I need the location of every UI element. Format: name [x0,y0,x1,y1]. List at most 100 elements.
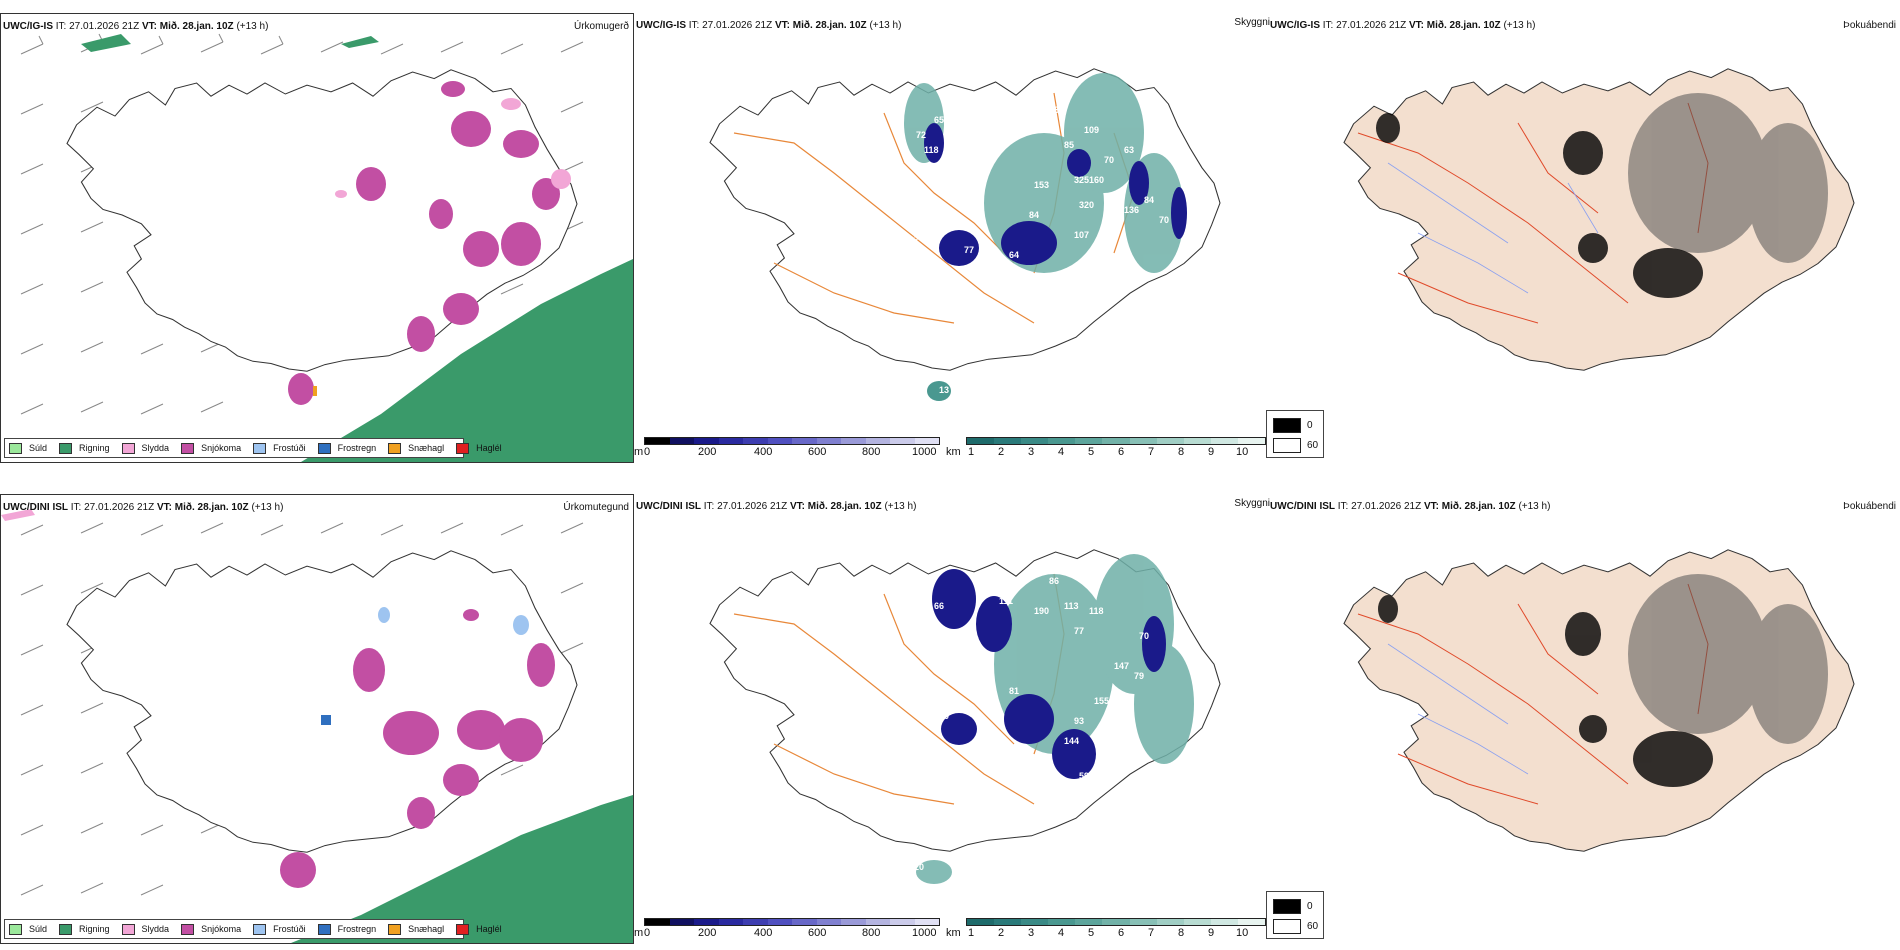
colorbar-segment [694,438,719,444]
colorbar-segment [1075,438,1103,444]
visibility-value: 93 [1074,716,1084,726]
ceiling-colorbar [644,918,940,926]
visibility-tick: 5 [1088,927,1095,939]
ceiling-tick: 600 [808,927,827,939]
fog-swatch [1273,418,1301,433]
visibility-value: 160 [1089,175,1104,185]
ceiling-colorbar-row1: m 0 200 400 600 800 1000 [634,437,944,461]
visibility-tick: 2 [998,446,1005,458]
colorbar-segment [1183,438,1211,444]
ceiling-tick: 600 [808,446,827,458]
legend-item: Frostúði [253,442,306,454]
precip-panel-row1: UWC/IG-IS IT: 27.01.2026 21Z VT: Mið. 28… [0,13,634,463]
visibility-value: 153 [1034,180,1049,190]
colorbar-segment [1102,919,1130,925]
fog-map-row1 [1343,68,1855,371]
snow-areas [280,609,555,888]
visibility-value: 102 [1064,290,1079,300]
fog-map-row2 [1343,549,1855,852]
colorbar-segment [645,438,670,444]
snow-areas [288,81,560,405]
visibility-value: 117 [949,140,964,150]
visibility-tick: 3 [1028,446,1035,458]
fog-label-row1: Þokuábendi [1843,20,1896,31]
colorbar-segment [914,919,939,925]
visibility-unit: km [946,927,961,939]
colorbar-segment [1129,438,1157,444]
visibility-value: 65 [934,115,944,125]
visibility-value: 56 [1039,320,1049,330]
colorbar-segment [1021,438,1049,444]
legend-item: Súld [9,923,47,935]
visibility-value: 144 [1064,736,1079,746]
visibility-value: 78 [1114,756,1124,766]
visibility-value: 77 [964,245,974,255]
legend-item: Slydda [121,923,169,935]
precip-legend-row2: Súld Rigning Slydda Snjókoma Frostúði Fr… [4,919,502,939]
legend-item: Frostregn [317,923,376,935]
legend-swatch [317,923,331,935]
ceiling-tick: 800 [862,446,881,458]
ceiling-tick: 1000 [912,927,937,939]
legend-item: Haglél [456,442,502,454]
visibility-value: 20 [914,862,924,872]
legend-swatch [181,923,195,935]
legend-swatch [121,442,135,454]
ceiling-tick: 400 [754,927,773,939]
ceiling-tick: 0 [644,446,651,458]
legend-item: Snæhagl [388,442,444,454]
visibility-value: 86 [1049,576,1059,586]
legend-swatch [388,442,402,454]
legend-swatch [456,923,470,935]
visibility-value: 155 [1094,696,1109,706]
precip-title-row2: UWC/DINI ISL IT: 27.01.2026 21Z VT: Mið.… [3,502,284,513]
visibility-value: 187 [1104,205,1119,215]
rain-area [301,259,633,462]
fog-swatch [1273,438,1301,453]
fog-legend-row1: 0 60 [1266,410,1324,458]
visibility-tick: 9 [1208,446,1215,458]
legend-item: Snjókoma [181,923,241,935]
legend-item: Rigning [59,442,110,454]
visibility-value: 147 [1114,661,1129,671]
colorbar-segment [841,919,866,925]
colorbar-segment [1102,438,1130,444]
colorbar-segment [967,919,995,925]
visibility-value: 79 [1134,671,1144,681]
visibility-label-row1: Skyggni [1234,17,1270,28]
colorbar-segment [1075,919,1103,925]
visibility-value: 136 [1124,205,1139,215]
colorbar-segment [890,919,915,925]
ceiling-colorbar [644,437,940,445]
colorbar-segment [1210,919,1238,925]
legend-swatch [456,442,470,454]
colorbar-segment [1048,438,1076,444]
legend-item: Snæhagl [388,923,444,935]
visibility-value: 60 [939,711,949,721]
colorbar-segment [967,438,995,444]
visibility-tick: 4 [1058,446,1065,458]
visibility-label-row2: Skyggni [1234,498,1270,509]
visibility-value: 235 [964,155,979,165]
visibility-value: 125 [964,636,979,646]
legend-swatch [181,442,195,454]
visibility-value: 63 [1124,145,1134,155]
visibility-value: 68 [1104,275,1114,285]
fog-title-row1: UWC/IG-IS IT: 27.01.2026 21Z VT: Mið. 28… [1270,20,1536,31]
visibility-value: 67 [909,235,919,245]
precip-map-row1 [20,33,633,462]
fog-title-row2: UWC/DINI ISL IT: 27.01.2026 21Z VT: Mið.… [1270,501,1551,512]
visibility-colorbar [966,437,1266,445]
colorbar-segment [816,919,841,925]
colorbar-segment [718,919,743,925]
visibility-value: 190 [1034,606,1049,616]
visibility-value: 85 [1064,140,1074,150]
visibility-value: 68 [899,844,909,854]
colorbar-segment [669,919,694,925]
visibility-tick: 9 [1208,927,1215,939]
colorbar-segment [1156,919,1184,925]
visibility-tick: 1 [968,927,975,939]
visibility-value: 77 [1074,626,1084,636]
visibility-map-row2: 10 66 59 101 118 125 111 190 113 118 77 86 70 147 79 81… [709,546,1221,884]
